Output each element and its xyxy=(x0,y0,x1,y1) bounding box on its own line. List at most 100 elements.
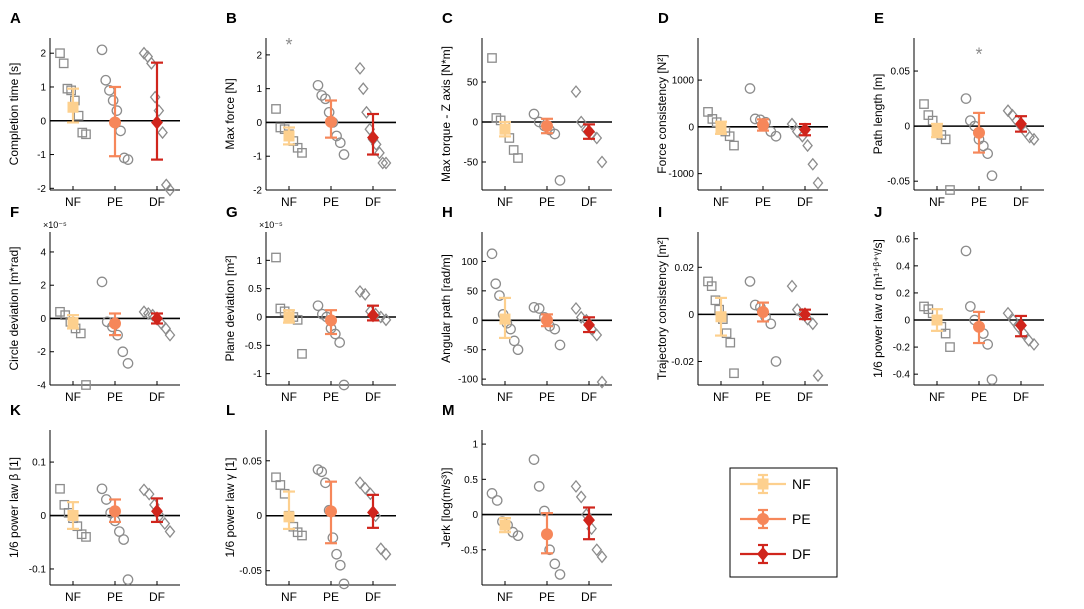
data-point xyxy=(122,574,134,586)
x-tick-label: NF xyxy=(929,390,945,404)
y-tick-label: -4 xyxy=(37,381,46,392)
data-point xyxy=(807,317,819,331)
y-tick-label: -50 xyxy=(464,345,479,356)
data-point xyxy=(490,278,502,290)
mean-marker xyxy=(1015,116,1027,131)
panel-letter: L xyxy=(226,402,235,419)
data-point xyxy=(58,58,69,69)
data-point xyxy=(945,342,955,352)
data-point xyxy=(1023,333,1035,347)
data-point xyxy=(1024,130,1036,144)
data-point xyxy=(327,532,339,544)
data-point xyxy=(491,495,503,506)
mean-marker xyxy=(499,313,511,325)
x-tick-label: PE xyxy=(755,390,771,404)
mean-marker xyxy=(367,505,379,520)
data-point xyxy=(374,146,385,160)
data-point xyxy=(81,380,91,390)
legend-marker xyxy=(757,478,769,490)
y-tick-label: 0 xyxy=(40,116,46,127)
data-point xyxy=(96,276,108,288)
x-tick-label: PE xyxy=(539,390,555,404)
y-tick-label: 0.1 xyxy=(32,458,46,469)
mean-marker xyxy=(931,125,943,137)
data-point xyxy=(729,140,739,151)
x-tick-label: DF xyxy=(149,590,165,604)
x-tick-label: PE xyxy=(539,590,555,604)
data-point xyxy=(486,248,498,260)
data-point xyxy=(744,276,756,287)
mean-marker xyxy=(541,314,553,327)
outlier-asterisk: * xyxy=(285,35,292,55)
mean-marker xyxy=(325,115,337,128)
legend-label-df: DF xyxy=(792,546,811,562)
data-point xyxy=(138,305,150,319)
data-point xyxy=(354,284,366,299)
data-point xyxy=(770,130,782,142)
legend-box xyxy=(729,467,838,578)
y-tick-label: 0 xyxy=(40,511,46,522)
data-point xyxy=(1007,313,1019,327)
y-tick-label: 0 xyxy=(40,314,46,325)
x-tick-label: NF xyxy=(713,390,729,404)
y-tick-label: -0.5 xyxy=(245,341,263,352)
mean-marker xyxy=(973,126,985,139)
y-tick-label: 0 xyxy=(472,510,478,521)
y-tick-label: -1 xyxy=(37,150,46,161)
x-tick-label: NF xyxy=(497,195,513,209)
data-point xyxy=(316,466,328,478)
mean-marker xyxy=(715,122,727,134)
data-point xyxy=(100,74,112,86)
x-tick-label: DF xyxy=(581,390,597,404)
data-point xyxy=(812,176,824,190)
data-point xyxy=(334,559,346,571)
data-point xyxy=(164,525,176,539)
data-point xyxy=(575,115,587,129)
data-point xyxy=(508,335,520,347)
y-axis-label: Jerk [log(m/s³)] xyxy=(439,467,453,547)
data-point xyxy=(118,534,130,545)
panel-letter: M xyxy=(442,402,455,419)
data-point xyxy=(575,490,587,504)
data-point xyxy=(365,487,376,501)
data-point xyxy=(1028,337,1040,351)
data-point xyxy=(533,481,545,492)
x-tick-label: NF xyxy=(281,195,297,209)
mean-marker xyxy=(541,528,553,541)
mean-marker xyxy=(499,519,511,531)
panel-letter: B xyxy=(226,10,237,27)
x-tick-label: PE xyxy=(971,390,987,404)
data-point xyxy=(940,328,951,339)
mean-marker xyxy=(715,311,727,323)
y-tick-label: 0 xyxy=(904,122,910,133)
data-point xyxy=(725,337,736,348)
data-point xyxy=(812,369,824,383)
y-tick-label: -2 xyxy=(253,186,262,197)
data-point xyxy=(721,328,732,339)
y-tick-label: -50 xyxy=(464,158,479,169)
data-point xyxy=(729,368,739,379)
x-tick-label: PE xyxy=(323,590,339,604)
data-point xyxy=(159,517,171,531)
data-point xyxy=(157,126,168,140)
data-point xyxy=(81,532,91,542)
data-point xyxy=(575,310,587,324)
y-axis-label: Circle deviation [m*rad] xyxy=(7,246,21,370)
x-tick-label: DF xyxy=(365,195,381,209)
mean-marker xyxy=(583,124,595,139)
y-tick-label: 0.02 xyxy=(675,263,695,274)
x-tick-label: NF xyxy=(497,590,513,604)
data-point xyxy=(986,374,998,385)
y-tick-label: 0.05 xyxy=(891,67,911,78)
data-point xyxy=(494,290,505,301)
x-tick-label: NF xyxy=(713,195,729,209)
data-point xyxy=(807,157,819,171)
data-point xyxy=(122,154,134,165)
x-tick-label: NF xyxy=(65,590,81,604)
data-point xyxy=(765,318,777,330)
y-tick-label: -0.02 xyxy=(671,357,694,368)
x-tick-label: PE xyxy=(323,195,339,209)
data-point xyxy=(81,129,91,140)
data-point xyxy=(359,287,371,301)
